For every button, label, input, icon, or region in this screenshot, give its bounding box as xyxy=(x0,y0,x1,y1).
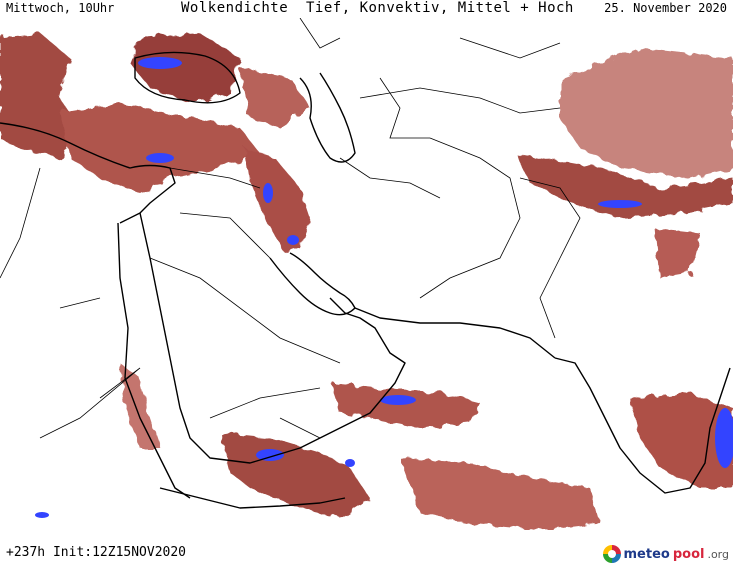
border-line xyxy=(209,387,321,419)
logo-text-meteo: meteo xyxy=(623,546,670,562)
caspian-coast xyxy=(299,72,356,163)
persian-gulf-coast xyxy=(269,252,356,316)
cloud-caucasus xyxy=(240,68,310,128)
border-line xyxy=(39,367,141,439)
cloud-density-map xyxy=(0,18,733,530)
convective-cell xyxy=(256,449,284,461)
border-line xyxy=(419,137,521,299)
convective-cell xyxy=(35,512,49,518)
cloud-turkey xyxy=(60,103,260,193)
convective-cell xyxy=(715,408,733,468)
convective-cell xyxy=(345,459,355,467)
africa-horn-coast xyxy=(159,487,346,509)
meteopool-logo[interactable]: meteo pool .org xyxy=(602,545,729,563)
border-line xyxy=(459,37,561,59)
cloud-india-south xyxy=(630,393,733,488)
logo-icon xyxy=(602,545,621,563)
cloud-layer xyxy=(0,33,733,530)
border-line xyxy=(59,297,101,309)
border-line xyxy=(299,18,341,49)
iran-coast xyxy=(354,307,556,359)
cloud-black-sea xyxy=(130,33,240,103)
india-west-coast xyxy=(554,357,731,494)
border-line xyxy=(339,157,441,199)
valid-date-label: 25. November 2020 xyxy=(604,1,727,15)
border-line xyxy=(519,177,581,339)
black-sea-coast xyxy=(134,51,241,104)
border-line xyxy=(279,417,321,439)
cloud-red-sea xyxy=(120,363,160,448)
logo-text-pool: pool xyxy=(672,546,705,562)
convective-cell xyxy=(138,57,182,69)
arabia-west-coast xyxy=(139,212,406,464)
logo-text-org: .org xyxy=(707,547,729,561)
cloud-arabian-sea-south xyxy=(330,383,480,428)
border-line xyxy=(169,167,261,189)
cloud-zagros xyxy=(245,148,310,253)
convective-cell xyxy=(263,183,273,203)
valid-time-label: Mittwoch, 10Uhr xyxy=(6,1,115,15)
border-line xyxy=(359,87,561,114)
convective-cell xyxy=(146,153,174,163)
border-line xyxy=(379,77,430,139)
cloud-india-east xyxy=(655,228,700,278)
convective-cell xyxy=(380,395,416,405)
border-line xyxy=(179,212,271,259)
convective-cell xyxy=(287,235,299,245)
border-line xyxy=(0,167,41,279)
convective-cells xyxy=(35,57,733,518)
red-sea-west xyxy=(117,222,191,499)
cloud-indian-ocean xyxy=(400,458,600,530)
forecast-run-info: +237h Init:12Z15NOV2020 xyxy=(6,545,187,560)
mediterranean-coast xyxy=(0,122,176,224)
border-line xyxy=(149,257,341,364)
map-canvas xyxy=(0,18,733,530)
cloud-central-asia xyxy=(560,48,733,178)
convective-cell xyxy=(598,200,642,208)
borders xyxy=(0,18,581,439)
coastlines xyxy=(0,51,731,509)
map-title: Wolkendichte Tief, Konvektiv, Mittel + H… xyxy=(181,0,574,16)
